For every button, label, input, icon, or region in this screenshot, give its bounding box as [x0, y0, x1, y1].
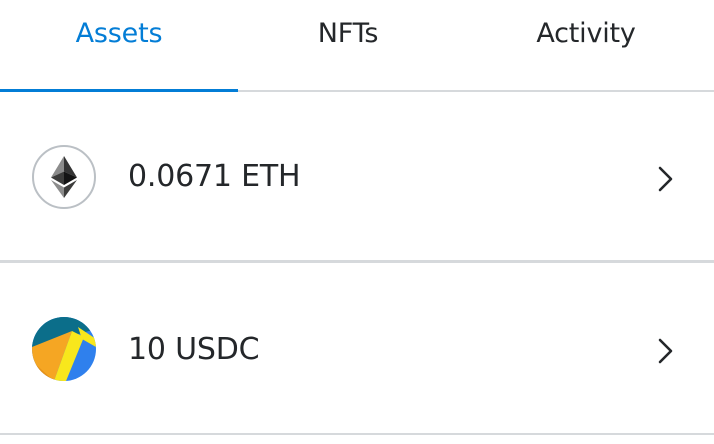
tab-activity[interactable]: Activity — [458, 0, 714, 90]
usdc-icon — [32, 317, 96, 381]
chevron-right-icon — [658, 338, 673, 364]
chevron-right-icon — [658, 166, 673, 192]
tab-bar: Assets NFTs Activity — [0, 0, 714, 92]
ethereum-icon — [32, 145, 96, 209]
tab-assets-label: Assets — [75, 18, 163, 49]
tab-nfts[interactable]: NFTs — [238, 0, 458, 90]
tab-activity-label: Activity — [536, 18, 636, 49]
tab-nfts-label: NFTs — [317, 18, 379, 49]
asset-row-eth[interactable]: 0.0671 ETH — [0, 93, 714, 263]
tab-assets[interactable]: Assets — [0, 0, 238, 92]
asset-row-usdc[interactable]: 10 USDC — [0, 265, 714, 435]
active-tab-indicator — [0, 89, 238, 92]
asset-amount-usdc: 10 USDC — [128, 332, 260, 367]
asset-amount-eth: 0.0671 ETH — [128, 159, 301, 194]
